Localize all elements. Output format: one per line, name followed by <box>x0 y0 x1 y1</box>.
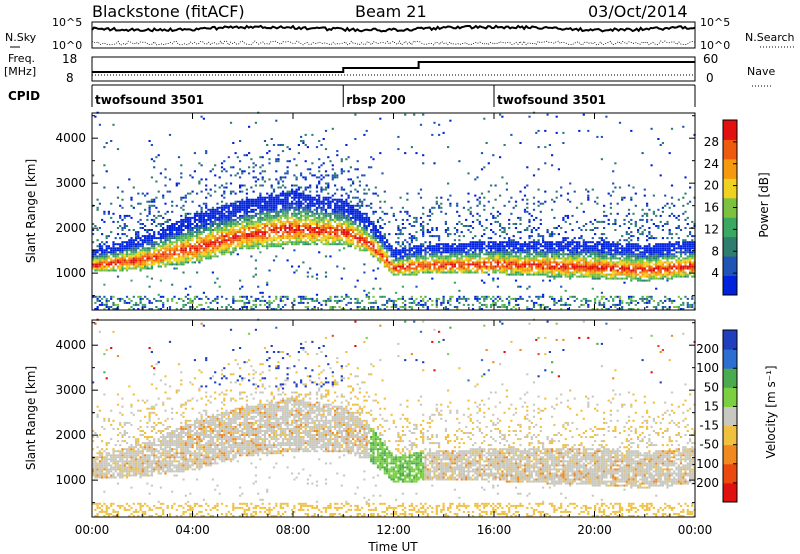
colorbar-swatch <box>723 387 737 407</box>
colorbar-swatch <box>723 275 737 296</box>
colorbar-swatch <box>723 349 737 369</box>
colorbar-tick-label: 8 <box>711 244 719 258</box>
colorbar-tick-label: 12 <box>704 222 719 236</box>
power-colorbar-label: Power [dB] <box>757 172 771 237</box>
colorbar-tick-label: 15 <box>704 399 719 413</box>
colorbar-swatch <box>723 256 737 277</box>
velocity-colorbar-label: Velocity [m s⁻¹] <box>764 365 778 458</box>
colorbar-swatch <box>723 463 737 484</box>
colorbar-swatch <box>723 120 737 140</box>
y-tick-label: 4000 <box>55 338 86 352</box>
noise-left-tick-high: 10^5 <box>52 16 82 29</box>
colorbar-tick-label: 28 <box>704 135 719 149</box>
frequency-panel: Freq. [MHz] 18 8 60 0 Nave <box>4 52 775 87</box>
nsky-label: N.Sky <box>5 31 37 44</box>
x-tick-label: 12:00 <box>376 523 411 537</box>
x-tick-label: 20:00 <box>577 523 612 537</box>
freq-unit-label: [MHz] <box>4 65 36 78</box>
freq-tick-high: 18 <box>62 52 77 66</box>
nave-tick-high: 60 <box>703 52 718 66</box>
y-tick-label: 3000 <box>55 383 86 397</box>
x-axis: 00:00 04:00 08:00 12:00 16:00 20:00 00:00 <box>75 113 713 537</box>
cpid-segment-label: rbsp 200 <box>346 93 405 107</box>
freq-label: Freq. <box>8 52 35 65</box>
power-ylabel: Slant Range [km] <box>24 159 38 263</box>
y-tick-label: 1000 <box>55 473 86 487</box>
colorbar-swatch <box>723 330 737 350</box>
colorbar-tick-label: -50 <box>699 438 719 452</box>
colorbar-swatch <box>723 444 737 465</box>
velocity-ylabel: Slant Range [km] <box>24 366 38 470</box>
colorbar-swatch <box>723 217 737 238</box>
colorbar-swatch <box>723 158 737 179</box>
x-tick-label: 08:00 <box>276 523 311 537</box>
nsearch-label: N.Search <box>745 31 795 44</box>
x-axis-label: Time UT <box>367 540 418 554</box>
colorbar-swatch <box>723 178 737 199</box>
y-tick-label: 4000 <box>55 131 86 145</box>
colorbar-tick-label: 50 <box>704 380 719 394</box>
noise-panel: N.Sky 10^5 10^0 10^5 10^0 N.Search <box>5 16 795 52</box>
y-tick-label: 2000 <box>55 428 86 442</box>
colorbar-swatch <box>723 368 737 388</box>
colorbar-tick-label: 16 <box>704 201 719 215</box>
power-panel: 1000 2000 3000 4000 Slant Range [km] 28 24 20… <box>24 111 771 311</box>
plot-title: Blackstone (fitACF) <box>92 2 245 21</box>
colorbar-swatch <box>723 425 737 446</box>
x-tick-label: 00:00 <box>75 523 110 537</box>
cpid-panel: CPID twofsound 3501 rbsp 200 twofsound 350… <box>8 84 696 107</box>
colorbar-swatch <box>723 139 737 160</box>
freq-tick-low: 8 <box>66 71 74 85</box>
colorbar-tick-label: 24 <box>704 157 719 171</box>
colorbar-tick-label: 200 <box>696 342 719 356</box>
x-tick-label: 04:00 <box>175 523 210 537</box>
nave-tick-low: 0 <box>706 71 714 85</box>
y-tick-label: 3000 <box>55 176 86 190</box>
colorbar-tick-label: -15 <box>699 419 719 433</box>
cpid-label: CPID <box>8 89 40 103</box>
colorbar-tick-label: -100 <box>692 457 719 471</box>
velocity-panel: 1000 2000 3000 4000 Slant Range [km] 200 100… <box>24 318 778 518</box>
colorbar-tick-label: 4 <box>711 266 719 280</box>
cpid-segment-label: twofsound 3501 <box>95 93 204 107</box>
x-tick-label: 00:00 <box>678 523 713 537</box>
colorbar-swatch <box>723 406 737 427</box>
y-tick-label: 2000 <box>55 221 86 235</box>
colorbar-swatch <box>723 482 737 503</box>
cpid-segment-label: twofsound 3501 <box>497 93 606 107</box>
colorbar-swatch <box>723 236 737 257</box>
beam-label: Beam 21 <box>355 2 427 21</box>
noise-right-tick-high: 10^5 <box>700 16 730 29</box>
y-tick-label: 1000 <box>55 266 86 280</box>
colorbar-tick-label: 20 <box>704 179 719 193</box>
date-label: 03/Oct/2014 <box>588 2 688 21</box>
colorbar-swatch <box>723 197 737 218</box>
noise-left-tick-low: 10^0 <box>52 39 82 52</box>
colorbar-tick-label: -200 <box>692 476 719 490</box>
x-tick-label: 16:00 <box>477 523 512 537</box>
nave-label: Nave <box>747 65 775 78</box>
noise-right-tick-low: 10^0 <box>700 39 730 52</box>
colorbar-tick-label: 100 <box>696 361 719 375</box>
